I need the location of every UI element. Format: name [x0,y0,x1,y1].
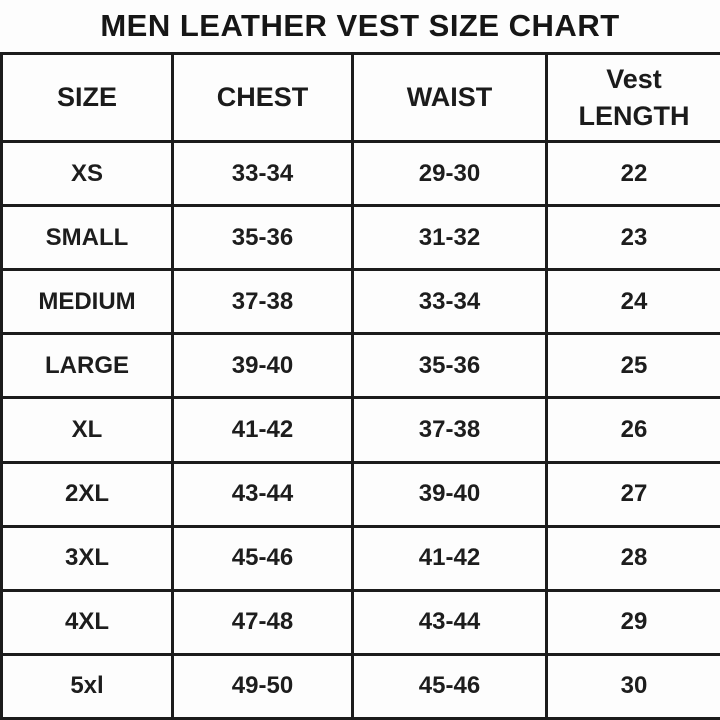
cell-waist: 43-44 [351,588,548,656]
cell-chest: 33-34 [171,139,354,208]
size-chart-table: SIZE CHEST WAIST Vest LENGTH XS 33-34 29… [0,52,720,720]
cell-length: 26 [545,396,720,464]
cell-size: SMALL [0,204,174,272]
cell-waist: 31-32 [351,204,548,272]
cell-chest: 43-44 [171,460,354,528]
cell-waist: 39-40 [351,460,548,528]
cell-chest: 39-40 [171,332,354,400]
cell-length: 22 [545,139,720,208]
header-cell-waist: WAIST [351,52,548,143]
cell-chest: 41-42 [171,396,354,464]
cell-size: MEDIUM [0,268,174,336]
table-row: SMALL 35-36 31-32 23 [0,204,720,272]
cell-size: 4XL [0,588,174,656]
cell-waist: 37-38 [351,396,548,464]
cell-chest: 49-50 [171,652,354,720]
cell-length: 23 [545,204,720,272]
table-header-row: SIZE CHEST WAIST Vest LENGTH [0,52,720,143]
cell-chest: 47-48 [171,588,354,656]
cell-length: 30 [545,652,720,720]
cell-length: 28 [545,524,720,592]
header-cell-size: SIZE [0,52,174,143]
table-row: LARGE 39-40 35-36 25 [0,332,720,400]
cell-size: XS [0,139,174,208]
cell-size: 3XL [0,524,174,592]
cell-size: 5xl [0,652,174,720]
table-row: 2XL 43-44 39-40 27 [0,460,720,528]
header-cell-chest: CHEST [171,52,354,143]
table-row: MEDIUM 37-38 33-34 24 [0,268,720,336]
cell-length: 29 [545,588,720,656]
cell-size: XL [0,396,174,464]
cell-waist: 33-34 [351,268,548,336]
cell-length: 24 [545,268,720,336]
page-title: MEN LEATHER VEST SIZE CHART [100,8,620,43]
cell-length: 27 [545,460,720,528]
table-row: XL 41-42 37-38 26 [0,396,720,464]
cell-waist: 41-42 [351,524,548,592]
table-row: XS 33-34 29-30 22 [0,139,720,208]
cell-waist: 45-46 [351,652,548,720]
cell-waist: 35-36 [351,332,548,400]
cell-chest: 37-38 [171,268,354,336]
table-row: 4XL 47-48 43-44 29 [0,588,720,656]
cell-length: 25 [545,332,720,400]
cell-size: 2XL [0,460,174,528]
cell-chest: 35-36 [171,204,354,272]
cell-size: LARGE [0,332,174,400]
cell-chest: 45-46 [171,524,354,592]
table-row: 5xl 49-50 45-46 30 [0,652,720,720]
table-row: 3XL 45-46 41-42 28 [0,524,720,592]
cell-waist: 29-30 [351,139,548,208]
header-cell-vest-length: Vest LENGTH [545,52,720,143]
